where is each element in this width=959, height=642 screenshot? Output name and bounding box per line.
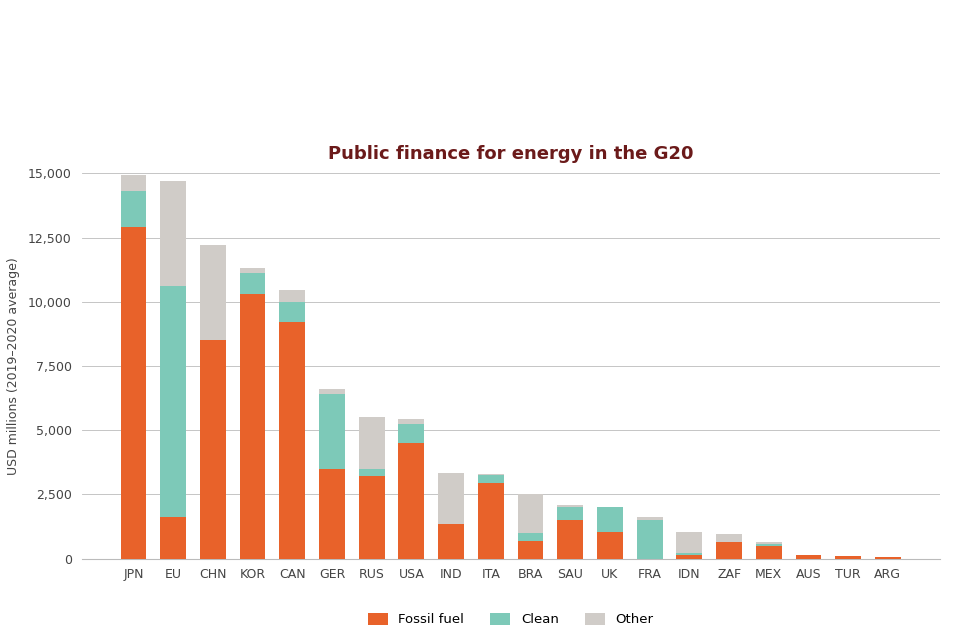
Bar [557, 520, 583, 559]
Title: Public finance for energy in the G20: Public finance for energy in the G20 [328, 146, 693, 164]
Bar [716, 542, 742, 559]
Bar [160, 517, 186, 559]
Bar [835, 556, 861, 559]
Legend: Fossil fuel, Clean, Other: Fossil fuel, Clean, Other [362, 606, 660, 633]
Bar [359, 469, 385, 476]
Bar [478, 483, 503, 559]
Bar [518, 533, 544, 541]
Bar [875, 557, 901, 559]
Bar [756, 546, 782, 559]
Bar [199, 245, 225, 340]
Bar [240, 268, 266, 273]
Bar [676, 532, 702, 553]
Bar [121, 191, 147, 227]
Bar [756, 544, 782, 546]
Bar [597, 532, 622, 559]
Bar [637, 520, 663, 559]
Bar [121, 175, 147, 191]
Bar [160, 286, 186, 517]
Text: SKEWED TOWARDS FOSSIL FUELS: SKEWED TOWARDS FOSSIL FUELS [34, 97, 443, 117]
Bar [199, 340, 225, 559]
Bar [319, 394, 345, 469]
Bar [399, 419, 424, 424]
Bar [518, 494, 544, 533]
Text: G20 PUBLIC FINANCE FOR ENERGY IS STILL HEAVILY: G20 PUBLIC FINANCE FOR ENERGY IS STILL H… [34, 21, 662, 41]
Bar [518, 541, 544, 559]
Bar [557, 507, 583, 520]
Bar [399, 443, 424, 559]
Bar [756, 542, 782, 544]
Bar [438, 473, 464, 524]
Bar [478, 474, 503, 475]
Bar [359, 417, 385, 469]
Bar [716, 534, 742, 542]
Bar [597, 507, 622, 532]
Bar [279, 302, 305, 322]
Bar [438, 524, 464, 559]
Bar [240, 294, 266, 559]
Y-axis label: USD millions (2019–2020 average): USD millions (2019–2020 average) [7, 257, 19, 475]
Bar [637, 517, 663, 520]
Bar [160, 181, 186, 286]
Bar [796, 555, 822, 559]
Bar [399, 424, 424, 443]
Bar [121, 227, 147, 559]
Bar [319, 469, 345, 559]
Bar [676, 555, 702, 559]
Bar [240, 273, 266, 294]
Bar [557, 505, 583, 507]
Bar [676, 553, 702, 555]
Bar [279, 322, 305, 559]
Bar [279, 290, 305, 302]
Bar [319, 389, 345, 394]
Bar [478, 475, 503, 483]
Bar [359, 476, 385, 559]
